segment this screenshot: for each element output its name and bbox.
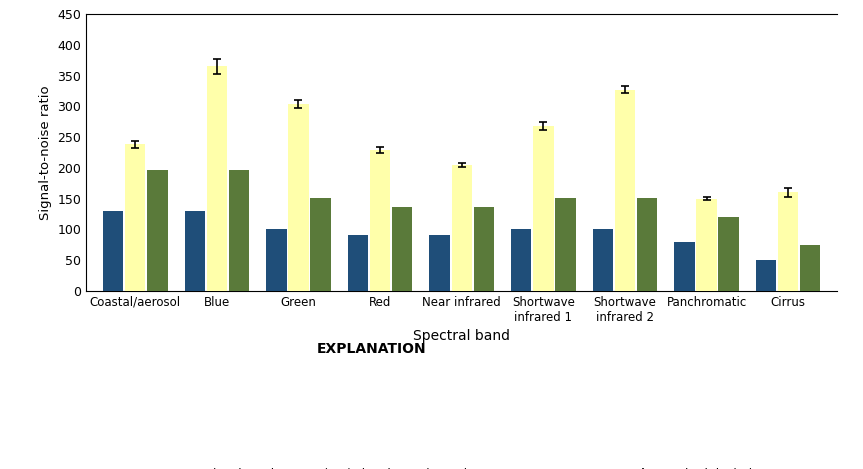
Y-axis label: Signal-to-noise ratio: Signal-to-noise ratio	[39, 85, 52, 220]
Bar	[778, 192, 798, 291]
Bar	[800, 245, 821, 291]
Bar	[511, 229, 532, 291]
Bar	[474, 207, 494, 291]
Bar	[125, 144, 146, 291]
Bar	[103, 211, 123, 291]
Bar	[593, 229, 613, 291]
Legend: Standard deviation: Standard deviation	[637, 468, 767, 469]
Bar	[185, 211, 205, 291]
Bar	[451, 166, 472, 291]
Bar	[267, 229, 287, 291]
Bar	[348, 235, 369, 291]
Bar	[288, 104, 309, 291]
Bar	[229, 170, 249, 291]
Bar	[533, 126, 553, 291]
X-axis label: Spectral band: Spectral band	[413, 329, 510, 343]
Bar	[614, 90, 635, 291]
Text: EXPLANATION: EXPLANATION	[316, 342, 426, 356]
Bar	[756, 260, 777, 291]
Bar	[392, 207, 413, 291]
Bar	[718, 217, 739, 291]
Bar	[147, 170, 167, 291]
Bar	[206, 66, 227, 291]
Bar	[696, 198, 717, 291]
Bar	[311, 198, 331, 291]
Bar	[430, 235, 450, 291]
Bar	[637, 198, 657, 291]
Bar	[555, 198, 576, 291]
Bar	[674, 242, 695, 291]
Bar	[370, 150, 390, 291]
